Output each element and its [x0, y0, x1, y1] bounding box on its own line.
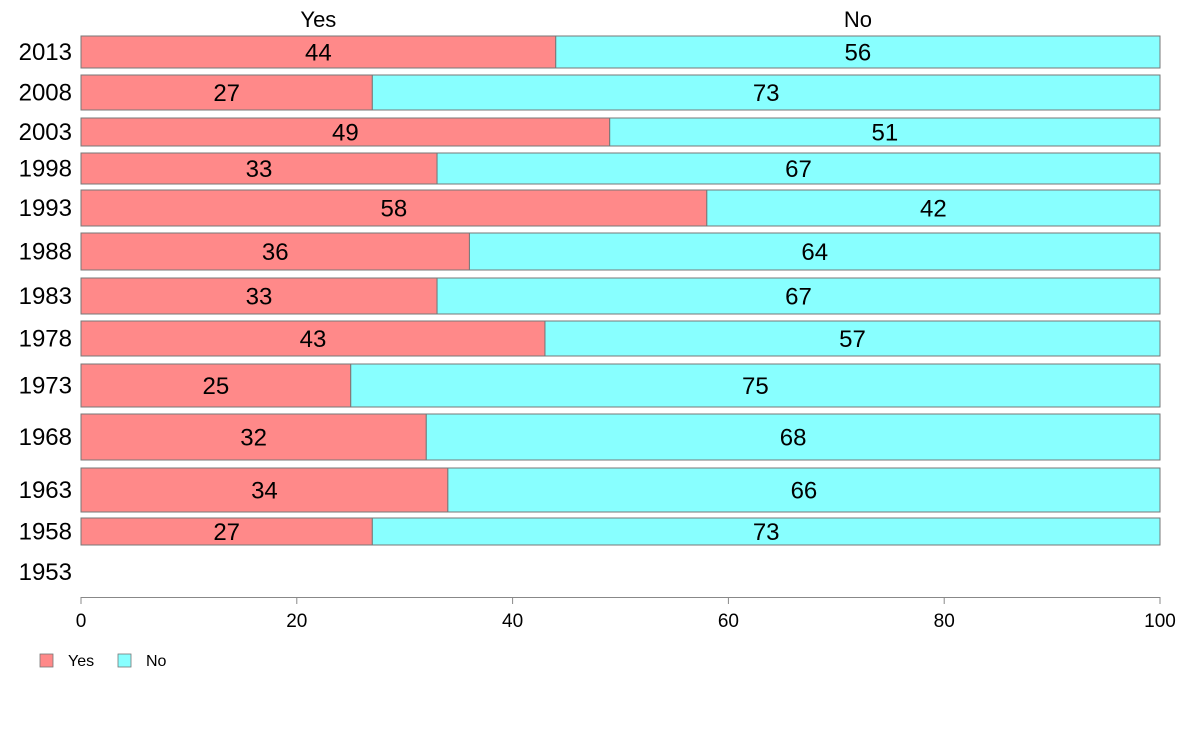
year-label: 1998: [19, 156, 72, 183]
year-label: 1983: [19, 283, 72, 310]
bar-segment-no: [436, 277, 1161, 315]
bar-segment-yes: [80, 517, 373, 546]
bar-value-label: 42: [920, 196, 947, 223]
bar-segment-no: [436, 152, 1161, 185]
x-tick-label: 60: [718, 611, 739, 632]
bar-segment-yes: [80, 277, 438, 315]
year-label: 1963: [19, 477, 72, 504]
bar-segment-no: [468, 232, 1161, 271]
bar-value-label: 27: [213, 519, 240, 546]
bar-value-label: 66: [791, 478, 818, 505]
bar-segment-yes: [80, 117, 611, 147]
year-label: 2013: [19, 39, 72, 66]
year-label: 1988: [19, 239, 72, 266]
year-label: 1968: [19, 424, 72, 451]
year-labels: 2013 2008 2003 1998 1993 1988 1983 1978 1973 1968…: [19, 39, 72, 586]
bar-value-label: 44: [305, 40, 332, 67]
x-axis: 0 20 40 60 80 100: [76, 597, 1176, 632]
bar-segment-yes: [80, 413, 427, 461]
bar-value-label: 73: [753, 519, 780, 546]
year-label: 2008: [19, 80, 72, 107]
column-header-no: No: [844, 7, 872, 32]
bar-segment-no: [544, 320, 1161, 357]
bar-segment-yes: [80, 152, 438, 185]
bar-value-label: 36: [262, 239, 289, 266]
year-label: 1973: [19, 373, 72, 400]
legend-label-no: No: [146, 653, 167, 670]
year-label: 1993: [19, 195, 72, 222]
bar-segment-no: [371, 517, 1161, 546]
bar-value-label: 57: [839, 326, 866, 353]
bar-value-label: 49: [332, 120, 359, 147]
year-label: 2003: [19, 119, 72, 146]
bar-segment-yes: [80, 189, 708, 227]
bar-segment-no: [706, 189, 1161, 227]
x-tick-label: 80: [934, 611, 955, 632]
bar-value-label: 51: [872, 120, 899, 147]
legend-swatch-no: [117, 653, 132, 668]
bar-value-label: 58: [381, 196, 408, 223]
x-tick-label: 40: [502, 611, 523, 632]
bar-segment-yes: [80, 74, 373, 111]
bar-value-label: 33: [246, 284, 273, 311]
bar-segment-no: [555, 35, 1161, 69]
bar-segment-yes: [80, 35, 557, 69]
bar-value-label: 43: [300, 326, 327, 353]
bar-value-label: 67: [785, 156, 812, 183]
year-label: 1953: [19, 559, 72, 586]
bar-value-label: 33: [246, 156, 273, 183]
bar-value-label: 34: [251, 478, 278, 505]
legend-swatch-yes: [39, 653, 54, 668]
bar-value-label: 25: [203, 373, 230, 400]
bar-value-label: 64: [801, 239, 828, 266]
bar-value-label: 68: [780, 425, 807, 452]
bar-value-label: 75: [742, 373, 769, 400]
x-tick-label: 20: [286, 611, 307, 632]
year-label: 1978: [19, 326, 72, 353]
x-tick-label: 100: [1144, 611, 1176, 632]
legend: Yes No: [39, 653, 167, 670]
bar-segment-yes: [80, 363, 352, 408]
bar-segment-no: [350, 363, 1161, 408]
x-tick-label: 0: [76, 611, 87, 632]
bars: 44 56 27 73 49 51 33 67 58 42 36 64 33 67 43 57 25 75 32 68…: [80, 35, 1161, 546]
bar-value-label: 67: [785, 284, 812, 311]
bar-value-label: 32: [240, 425, 267, 452]
bar-value-label: 56: [845, 40, 872, 67]
bar-segment-no: [609, 117, 1161, 147]
bar-segment-no: [371, 74, 1161, 111]
legend-label-yes: Yes: [68, 653, 94, 670]
year-label: 1958: [19, 519, 72, 546]
bar-segment-yes: [80, 467, 449, 513]
bar-segment-no: [425, 413, 1161, 461]
bar-value-label: 27: [213, 80, 240, 107]
bar-segment-no: [447, 467, 1161, 513]
column-headers: Yes No: [300, 7, 872, 32]
bar-value-label: 73: [753, 80, 780, 107]
column-header-yes: Yes: [300, 7, 336, 32]
